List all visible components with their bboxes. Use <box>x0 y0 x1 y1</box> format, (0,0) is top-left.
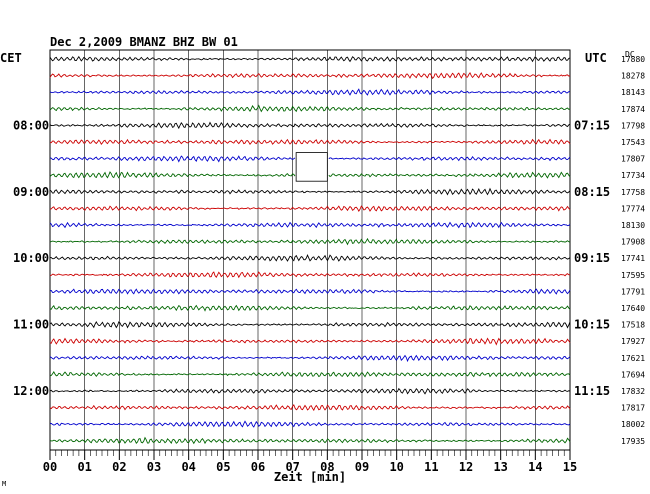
trace-row-2 <box>49 71 571 80</box>
dc-value: 18278 <box>621 72 645 81</box>
trace-row-24 <box>49 436 571 445</box>
right-time-label: 11:15 <box>574 384 610 398</box>
trace-row-3 <box>49 88 571 96</box>
x-tick-label: 11 <box>424 460 438 474</box>
right-time-label: 09:15 <box>574 251 610 265</box>
dc-header: DC <box>625 50 635 59</box>
data-gap <box>295 152 328 182</box>
dc-value: 18002 <box>621 420 645 429</box>
trace-row-21 <box>49 387 571 395</box>
dc-value: 17621 <box>621 354 645 363</box>
dc-value: 17807 <box>621 155 645 164</box>
x-tick-label: 00 <box>43 460 57 474</box>
trace-row-12 <box>49 237 571 246</box>
x-tick-label: 10 <box>389 460 403 474</box>
dc-value: 17908 <box>621 238 645 247</box>
right-time-label: 10:15 <box>574 318 610 332</box>
dc-value: 17832 <box>621 387 645 396</box>
dc-value: 17927 <box>621 337 645 346</box>
x-tick-label: 09 <box>355 460 369 474</box>
dc-value: 17774 <box>621 204 645 213</box>
right-time-label: 08:15 <box>574 185 610 199</box>
dc-value: 17694 <box>621 370 645 379</box>
x-tick-label: 15 <box>563 460 577 474</box>
left-time-labels: 08:00 09:00 10:00 11:00 12:00 <box>13 118 49 398</box>
trace-row-22 <box>49 404 571 412</box>
trace-row-7 <box>49 155 571 163</box>
left-time-label: 12:00 <box>13 384 49 398</box>
x-tick-label: 13 <box>493 460 507 474</box>
left-time-label: 09:00 <box>13 185 49 199</box>
left-time-label: 10:00 <box>13 251 49 265</box>
trace-row-11 <box>49 221 571 229</box>
dc-value: 18130 <box>621 221 645 230</box>
trace-row-15 <box>49 288 571 295</box>
trace-row-17 <box>49 321 571 329</box>
left-time-label: 08:00 <box>13 118 49 132</box>
trace-row-20 <box>49 370 571 378</box>
trace-row-5 <box>49 121 571 130</box>
right-time-labels: 07:15 08:15 09:15 10:15 11:15 <box>574 118 610 398</box>
dc-value: 17595 <box>621 271 645 280</box>
x-tick-label: 12 <box>459 460 473 474</box>
x-axis-label: Zeit [min] <box>274 470 346 484</box>
x-tick-label: 05 <box>216 460 230 474</box>
dc-value: 17874 <box>621 105 645 114</box>
right-time-label: 07:15 <box>574 118 610 132</box>
data-gap-box <box>295 152 328 182</box>
dc-value: 17817 <box>621 404 645 413</box>
x-tick-label: 06 <box>251 460 265 474</box>
x-tick-label: 14 <box>528 460 542 474</box>
trace-row-8 <box>49 171 571 179</box>
dc-value: 17518 <box>621 321 645 330</box>
x-tick-label: 08 <box>320 460 334 474</box>
dc-value-labels: 17880 18278 18143 17874 17798 17543 17807 17734… <box>621 55 645 446</box>
x-tick-label: 01 <box>77 460 91 474</box>
dc-value: 18143 <box>621 88 645 97</box>
dc-value: 17791 <box>621 287 645 296</box>
dc-value: 17935 <box>621 437 645 446</box>
trace-row-6 <box>49 138 571 145</box>
left-axis-label: CET <box>0 51 22 65</box>
x-tick-label: 03 <box>147 460 161 474</box>
trace-row-18 <box>49 337 571 346</box>
trace-group <box>49 55 571 445</box>
right-axis-label: UTC <box>585 51 607 65</box>
dc-value: 17880 <box>621 55 645 64</box>
trace-row-19 <box>49 354 571 363</box>
x-tick-label: 04 <box>181 460 195 474</box>
trace-row-14 <box>49 271 571 279</box>
x-axis: 00 01 02 03 04 05 06 07 08 09 10 11 12 13 14 15 <box>43 450 577 474</box>
dc-value: 17798 <box>621 121 645 130</box>
dc-value: 17758 <box>621 188 645 197</box>
x-tick-label: 02 <box>112 460 126 474</box>
chart-title: Dec 2,2009 BMANZ BHZ BW 01 <box>50 35 238 49</box>
dc-value: 17741 <box>621 254 645 263</box>
trace-row-9 <box>49 187 571 196</box>
grid-lines <box>49 49 571 451</box>
trace-row-23 <box>49 420 571 428</box>
trace-row-10 <box>49 205 571 213</box>
x-tick-label: 07 <box>285 460 299 474</box>
trace-row-16 <box>49 304 571 312</box>
trace-row-4 <box>49 104 571 113</box>
dc-value: 17734 <box>621 171 645 180</box>
corner-mark: M <box>2 480 6 488</box>
left-time-label: 11:00 <box>13 318 49 332</box>
trace-row-13 <box>49 254 571 262</box>
dc-value: 17543 <box>621 138 645 147</box>
plot-frame <box>49 49 571 451</box>
trace-row-1 <box>49 55 571 63</box>
dc-value: 17640 <box>621 304 645 313</box>
